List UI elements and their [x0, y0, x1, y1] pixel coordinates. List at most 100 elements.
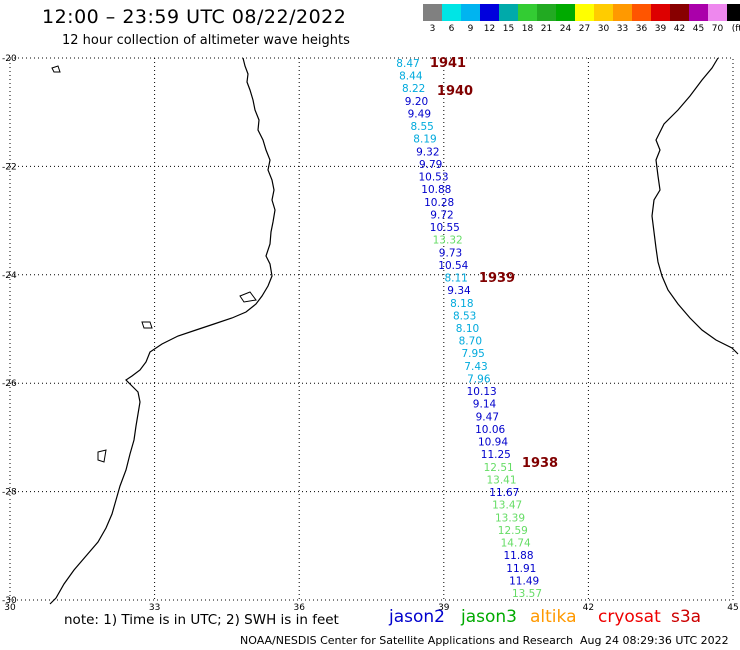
pass-number-label: 1938 — [522, 456, 558, 471]
scale-swatch — [670, 4, 689, 21]
latitude-label: -22 — [2, 162, 17, 172]
scale-label: 30 — [598, 24, 610, 34]
wave-height-label: 14.74 — [501, 538, 531, 550]
wave-height-label: 8.10 — [456, 323, 479, 335]
latitude-label: -26 — [2, 379, 17, 389]
africa-coastline — [49, 57, 276, 605]
satellite-legend-item: jason3 — [461, 607, 517, 627]
wave-height-label: 9.72 — [430, 209, 453, 221]
wave-height-label: 8.55 — [410, 121, 433, 133]
wave-height-label: 10.94 — [478, 437, 508, 449]
wave-height-label: 13.41 — [486, 474, 516, 486]
wave-height-label: 10.55 — [430, 222, 460, 234]
wave-height-label: 12.51 — [484, 462, 514, 474]
wave-height-label: 11.91 — [506, 563, 536, 575]
scale-swatch — [499, 4, 518, 21]
coast-island — [239, 291, 257, 303]
wave-height-label: 9.34 — [447, 285, 471, 297]
scale-label: 45 — [693, 24, 704, 34]
map-frame — [9, 57, 734, 601]
wave-height-label: 9.47 — [476, 411, 499, 423]
latitude-label: -30 — [2, 596, 17, 606]
scale-swatch — [575, 4, 594, 21]
latitude-label: -24 — [2, 271, 17, 281]
scale-label: 18 — [522, 24, 534, 34]
scale-swatch — [594, 4, 613, 21]
longitude-label: 36 — [293, 603, 305, 610]
scale-label: 21 — [541, 24, 552, 34]
scale-swatch — [423, 4, 442, 21]
scale-swatch — [689, 4, 708, 21]
scale-label: 3 — [430, 24, 436, 34]
wave-height-label: 10.28 — [424, 197, 454, 209]
scale-swatch — [461, 4, 480, 21]
wave-height-label: 8.70 — [459, 336, 482, 348]
pass-number-label: 1940 — [437, 84, 473, 99]
map-subtitle: 12 hour collection of altimeter wave hei… — [62, 33, 350, 48]
wave-height-label: 11.67 — [489, 487, 519, 499]
wave-height-label: 7.95 — [461, 348, 484, 360]
scale-label: 9 — [468, 24, 474, 34]
scale-label: 27 — [579, 24, 590, 34]
wave-height-label: 11.25 — [481, 449, 511, 461]
scale-swatch — [556, 4, 575, 21]
scale-label: 24 — [560, 24, 572, 34]
wave-height-label: 10.06 — [475, 424, 505, 436]
wave-height-label: 8.22 — [402, 83, 425, 95]
wave-height-label: 9.14 — [473, 399, 497, 411]
wave-height-label: 13.32 — [433, 235, 463, 247]
longitude-label: 30 — [4, 603, 16, 610]
scale-label: 39 — [655, 24, 667, 34]
pass-number-label: 1939 — [479, 271, 515, 286]
satellite-legend-item: s3a — [671, 607, 702, 627]
madagascar-coastline — [651, 57, 739, 355]
scale-swatch — [632, 4, 651, 21]
longitude-label: 39 — [438, 603, 450, 610]
scale-swatch — [442, 4, 461, 21]
wave-height-label: 7.96 — [467, 373, 491, 385]
footnote: note: 1) Time is in UTC; 2) SWH is in fe… — [64, 612, 339, 628]
wave-height-label: 8.18 — [450, 298, 473, 310]
satellite-legend-item: jason2 — [389, 607, 445, 627]
coast-island — [97, 449, 107, 463]
scale-swatch — [651, 4, 670, 21]
scale-swatch — [537, 4, 556, 21]
longitude-label: 42 — [583, 603, 594, 610]
longitude-label: 33 — [149, 603, 160, 610]
wave-height-label: 13.57 — [512, 588, 542, 600]
wave-height-label: 10.53 — [418, 172, 448, 184]
pass-number-label: 1941 — [430, 56, 466, 71]
scale-label: 33 — [617, 24, 628, 34]
latitude-label: -28 — [2, 488, 17, 498]
longitude-label: 45 — [727, 603, 738, 610]
scale-label: 70 — [712, 24, 724, 34]
wave-height-label: 11.49 — [509, 575, 539, 587]
wave-height-label: 8.19 — [413, 134, 436, 146]
wave-height-label: 10.88 — [421, 184, 451, 196]
satellite-legend-item: altika — [530, 607, 577, 627]
coast-island — [51, 65, 61, 73]
wave-height-label: 8.53 — [453, 310, 476, 322]
coast-island — [141, 321, 153, 329]
wave-height-label: 12.59 — [498, 525, 528, 537]
scale-label: 15 — [503, 24, 514, 34]
map-title: 12:00 – 23:59 UTC 08/22/2022 — [42, 6, 347, 28]
scale-swatch — [727, 4, 740, 21]
latitude-label: -20 — [2, 54, 17, 64]
wave-height-label: 11.88 — [503, 550, 533, 562]
wave-height-label: 9.49 — [408, 108, 431, 120]
scale-swatch — [613, 4, 632, 21]
generation-timestamp: Aug 24 08:29:36 UTC 2022 — [580, 634, 729, 647]
wave-height-label: 9.79 — [419, 159, 442, 171]
wave-height-label: 9.73 — [439, 247, 462, 259]
wave-height-label: 9.32 — [416, 146, 439, 158]
wave-height-label: 8.11 — [444, 273, 467, 285]
scale-label: 36 — [636, 24, 648, 34]
wave-height-label: 13.47 — [492, 500, 522, 512]
wave-height-label: 7.43 — [464, 361, 487, 373]
wave-height-label: 10.13 — [467, 386, 497, 398]
scale-swatch — [518, 4, 537, 21]
wave-height-label: 8.44 — [399, 71, 423, 83]
scale-label: (ft) — [732, 24, 740, 34]
